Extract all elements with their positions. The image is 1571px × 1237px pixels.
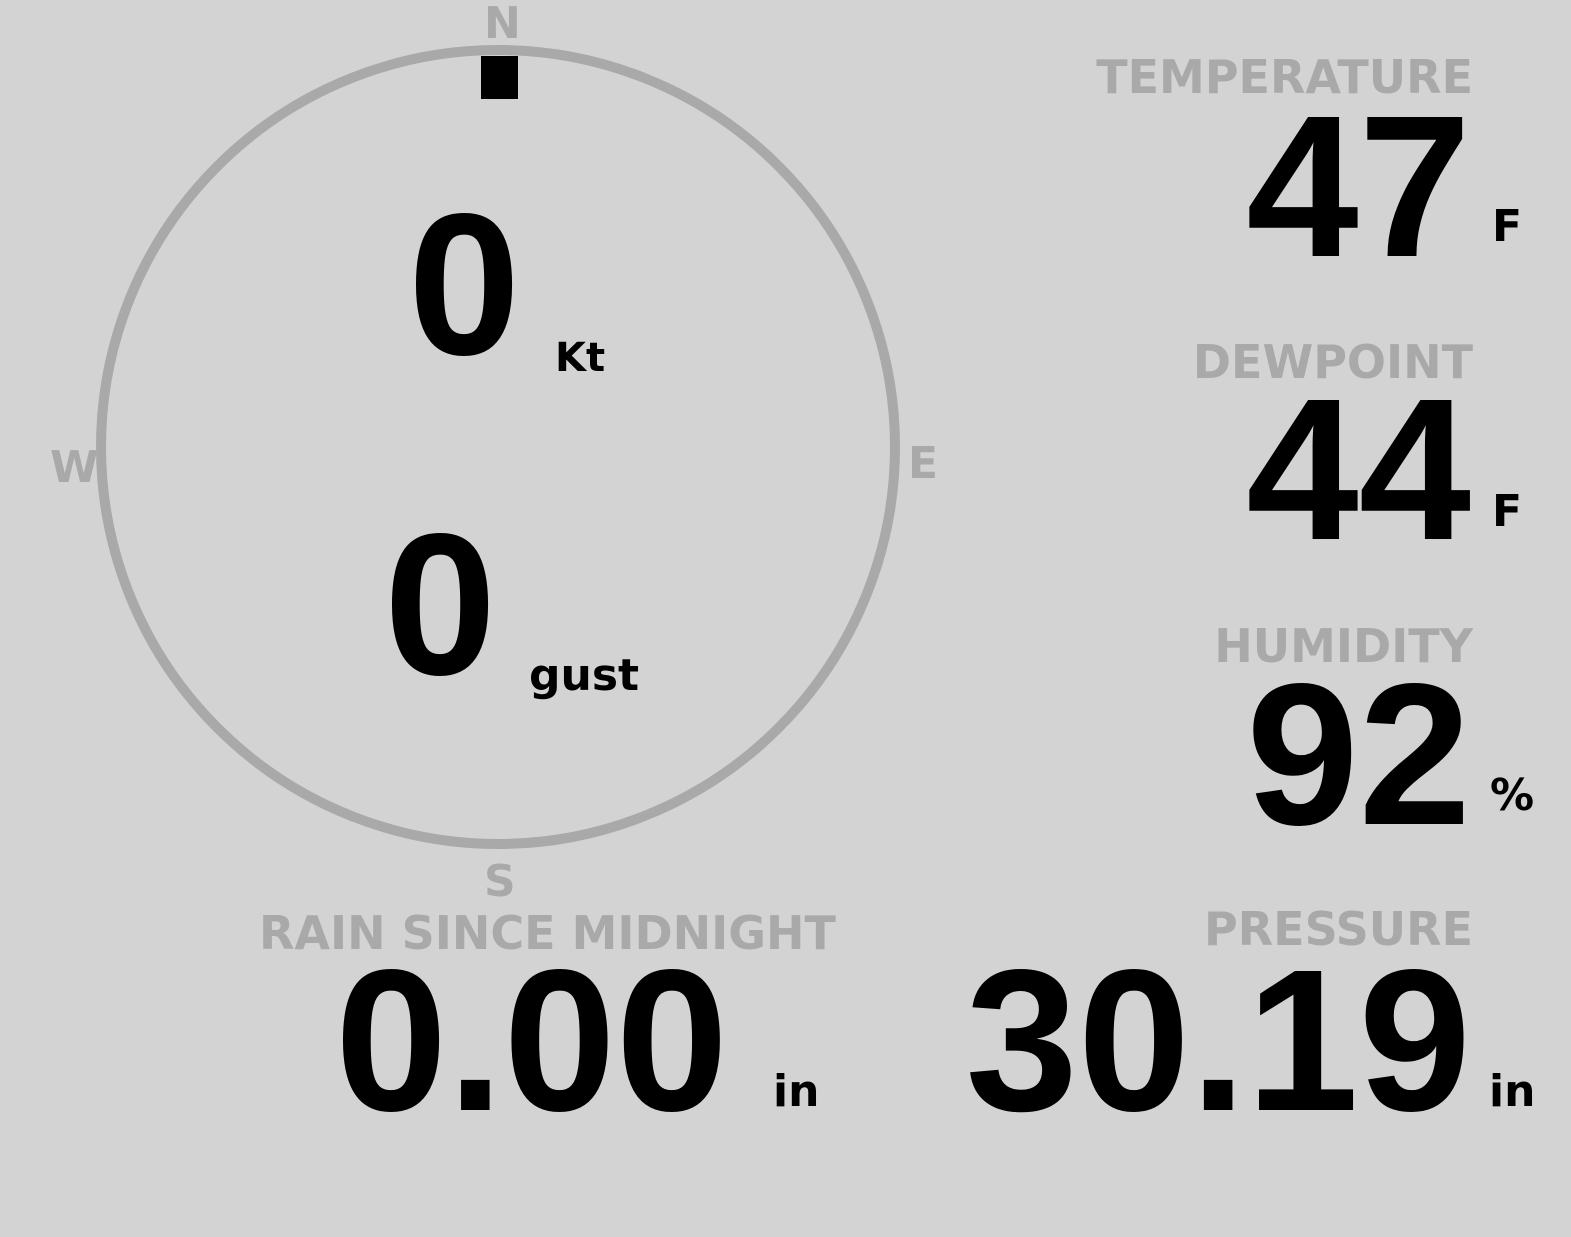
rain-value: 0.00 <box>335 927 729 1153</box>
wind-direction-marker <box>481 56 518 99</box>
temperature-unit: F <box>1492 201 1523 252</box>
wind-gust-unit: gust <box>529 650 640 701</box>
pressure-unit: in <box>1489 1066 1536 1117</box>
compass-s: S <box>484 856 516 907</box>
humidity-value: 92 <box>1246 641 1471 867</box>
temperature-label: TEMPERATURE <box>1096 50 1473 104</box>
dewpoint-unit: F <box>1492 486 1523 537</box>
compass-n: N <box>484 0 521 49</box>
pressure-label: PRESSURE <box>1204 902 1473 956</box>
compass-ring <box>96 45 900 849</box>
compass-e: E <box>908 438 939 489</box>
rain-unit: in <box>773 1066 820 1117</box>
wind-speed-value: 0 <box>408 171 521 397</box>
dewpoint-value: 44 <box>1246 356 1471 582</box>
humidity-label: HUMIDITY <box>1214 619 1473 673</box>
dewpoint-label: DEWPOINT <box>1192 335 1473 389</box>
wind-gust-value: 0 <box>384 491 497 717</box>
wind-speed-unit: Kt <box>555 335 606 381</box>
pressure-value: 30.19 <box>965 927 1472 1153</box>
rain-label: RAIN SINCE MIDNIGHT <box>259 906 836 960</box>
humidity-unit: % <box>1490 770 1535 821</box>
temperature-value: 47 <box>1246 73 1471 299</box>
compass-w: W <box>50 442 99 493</box>
wind-compass <box>96 45 900 849</box>
